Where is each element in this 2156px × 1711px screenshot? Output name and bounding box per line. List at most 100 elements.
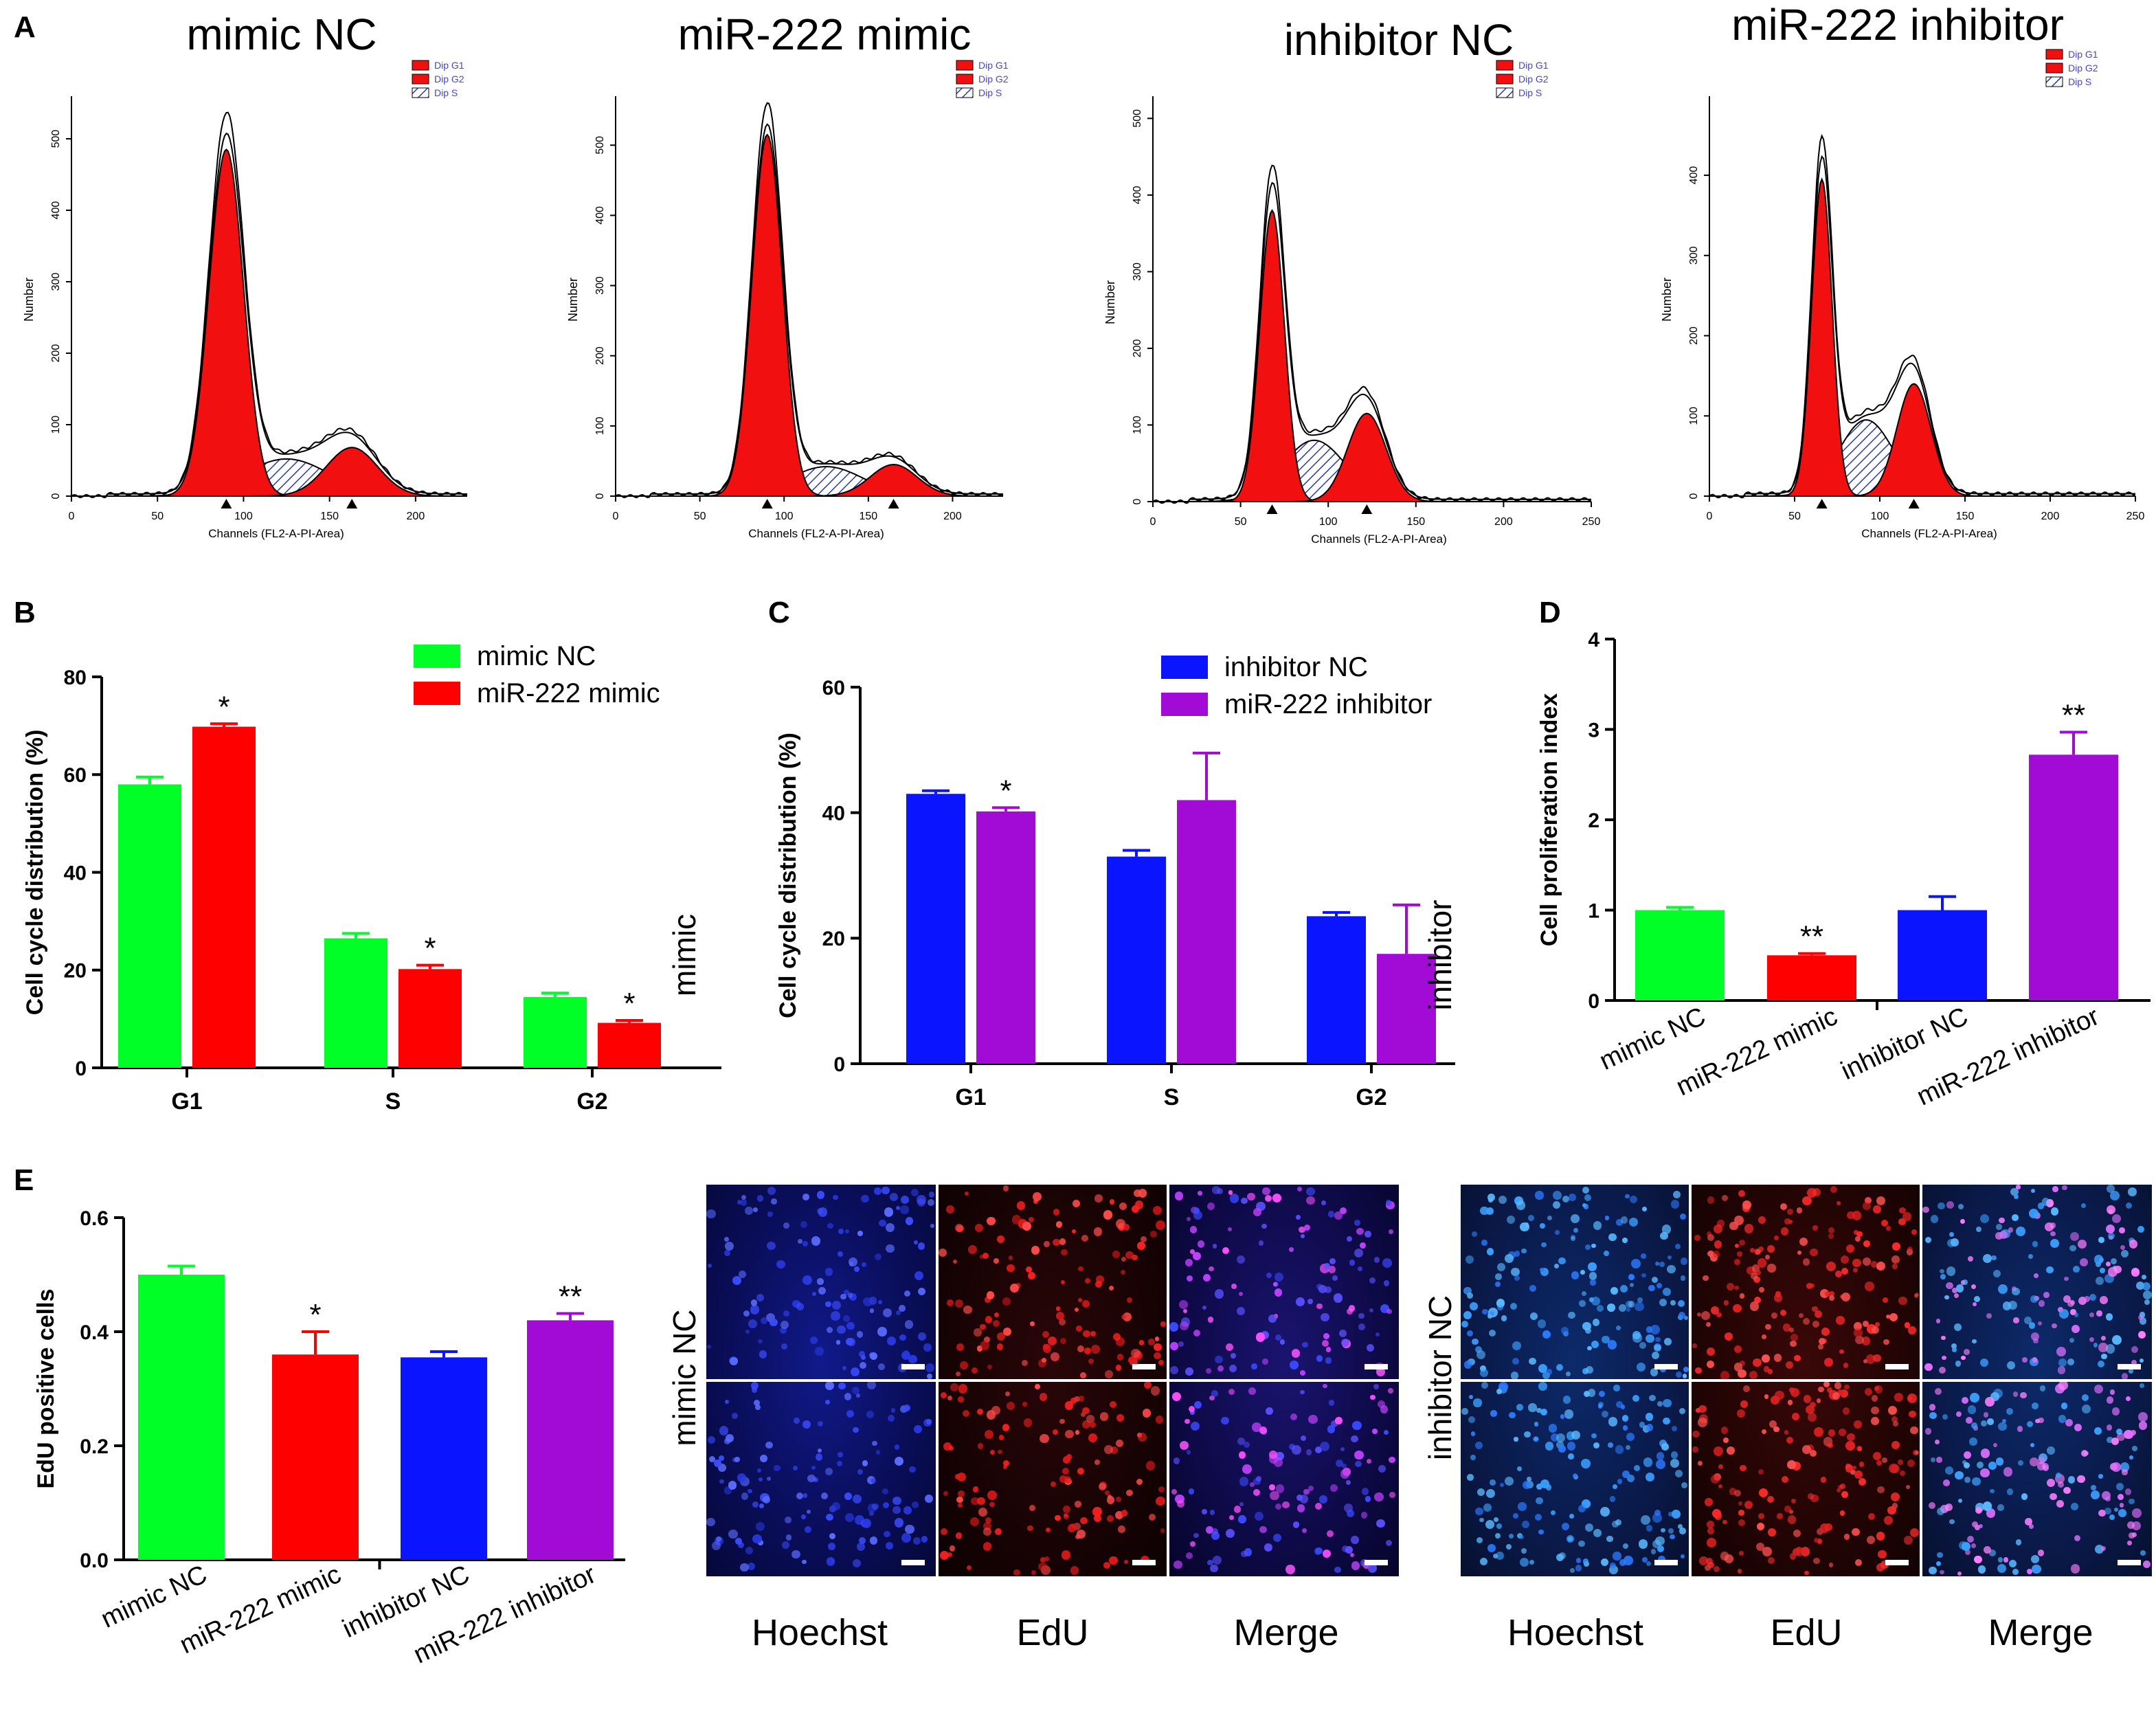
nucleus <box>2108 1267 2118 1277</box>
x-axis-label: Channels (FL2-A-PI-Area) <box>1861 527 1997 540</box>
nucleus <box>807 1474 816 1483</box>
nucleus <box>1628 1274 1635 1280</box>
nucleus <box>1673 1190 1681 1198</box>
nucleus <box>1922 1206 1929 1214</box>
nucleus <box>1380 1405 1388 1413</box>
nucleus <box>1327 1211 1335 1218</box>
nucleus <box>2094 1427 2102 1435</box>
nucleus <box>1188 1488 1195 1495</box>
nucleus <box>964 1191 969 1196</box>
nucleus <box>1866 1354 1876 1364</box>
scale-bar <box>1654 1560 1678 1565</box>
nucleus <box>1207 1317 1213 1323</box>
nucleus <box>1176 1500 1185 1508</box>
nucleus <box>2036 1462 2046 1470</box>
nucleus <box>2003 1557 2009 1563</box>
nucleus <box>1755 1269 1761 1276</box>
nucleus <box>1714 1224 1723 1233</box>
nucleus <box>1749 1371 1758 1380</box>
nucleus <box>1762 1429 1767 1434</box>
scale-bar <box>1885 1560 1909 1565</box>
nucleus <box>1771 1312 1777 1319</box>
nucleus <box>1086 1415 1094 1423</box>
x-tick-label: S <box>1164 1084 1180 1110</box>
nucleus <box>2012 1568 2019 1575</box>
x-tick-label: G1 <box>171 1088 202 1115</box>
nucleus <box>725 1242 734 1251</box>
nucleus <box>1385 1200 1392 1206</box>
nucleus <box>1755 1249 1761 1255</box>
nucleus <box>1625 1194 1630 1199</box>
nucleus <box>2035 1419 2040 1424</box>
nucleus <box>1978 1523 1984 1529</box>
nucleus <box>800 1514 806 1519</box>
nucleus <box>838 1229 844 1234</box>
nucleus <box>1780 1227 1788 1235</box>
y-tick-label: 0.0 <box>80 1550 109 1572</box>
nucleus <box>711 1541 721 1551</box>
nucleus <box>1578 1504 1586 1512</box>
nucleus <box>1971 1284 1977 1290</box>
nucleus <box>1616 1325 1621 1330</box>
nucleus <box>2129 1498 2135 1505</box>
nucleus <box>1351 1435 1359 1443</box>
bar <box>1767 955 1856 1000</box>
nucleus <box>1971 1422 1977 1429</box>
nucleus <box>1209 1266 1214 1272</box>
nucleus <box>785 1534 791 1541</box>
nucleus <box>895 1518 904 1528</box>
nucleus <box>2074 1535 2080 1542</box>
nucleus <box>1512 1341 1521 1351</box>
nucleus <box>930 1224 934 1229</box>
nucleus <box>1612 1484 1617 1490</box>
nucleus <box>847 1293 853 1299</box>
nucleus <box>1193 1532 1199 1539</box>
nucleus <box>1354 1460 1362 1468</box>
nucleus <box>886 1223 895 1233</box>
nucleus <box>1115 1219 1125 1229</box>
nucleus <box>1699 1556 1708 1565</box>
nucleus <box>776 1260 785 1268</box>
nucleus <box>1109 1199 1115 1205</box>
histogram-title: mimic NC <box>186 10 377 59</box>
nucleus <box>1892 1263 1898 1269</box>
nucleus <box>815 1347 824 1356</box>
nucleus <box>1470 1455 1476 1460</box>
nucleus <box>998 1449 1002 1455</box>
nucleus <box>1646 1334 1654 1343</box>
nucleus <box>1580 1269 1585 1275</box>
nucleus <box>1016 1201 1026 1210</box>
nucleus <box>1991 1255 1997 1261</box>
nucleus <box>1810 1401 1817 1409</box>
nucleus <box>1562 1396 1571 1405</box>
nucleus <box>811 1291 817 1297</box>
nucleus <box>719 1479 724 1484</box>
nucleus <box>1788 1219 1793 1224</box>
y-tick-label: 0 <box>1688 493 1700 499</box>
nucleus <box>1252 1422 1261 1432</box>
nucleus <box>2138 1412 2148 1422</box>
total-fit-curve <box>1709 133 2136 499</box>
nucleus <box>2139 1383 2145 1389</box>
nucleus <box>1173 1457 1180 1464</box>
nucleus <box>2126 1203 2133 1209</box>
nucleus <box>1670 1534 1675 1540</box>
nucleus <box>1854 1420 1862 1429</box>
nucleus <box>877 1327 887 1337</box>
histogram-title: miR-222 inhibitor <box>1731 0 2064 49</box>
legend-label: Dip G1 <box>978 60 1009 71</box>
nucleus <box>1626 1308 1630 1312</box>
nucleus <box>1132 1205 1139 1213</box>
nucleus <box>1560 1414 1565 1419</box>
nucleus <box>996 1235 1004 1243</box>
nucleus <box>1706 1347 1715 1356</box>
nucleus <box>1152 1205 1163 1216</box>
y-tick-label: 400 <box>594 206 606 225</box>
y-tick-label: 200 <box>594 346 606 365</box>
nucleus <box>851 1386 860 1394</box>
nucleus <box>1329 1484 1338 1492</box>
nucleus <box>2104 1507 2111 1514</box>
nucleus <box>1514 1275 1520 1281</box>
nucleus <box>1560 1326 1569 1334</box>
nucleus <box>1471 1231 1477 1237</box>
